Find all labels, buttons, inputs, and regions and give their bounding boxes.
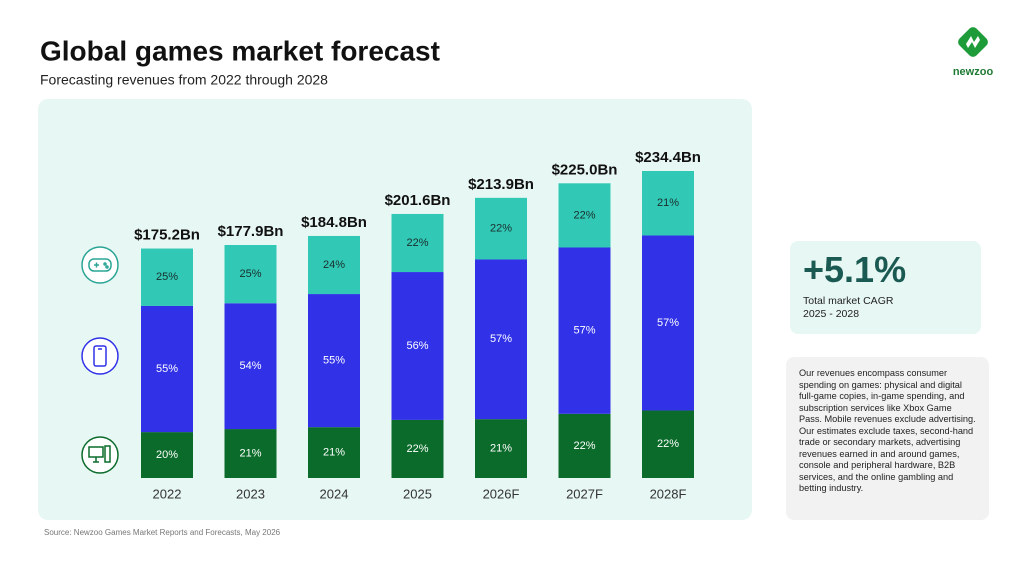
bar-segment xyxy=(642,235,694,411)
bar-segment xyxy=(141,305,193,433)
logo-text: newzoo xyxy=(953,66,994,78)
segment-label: 24% xyxy=(323,259,345,271)
bar-segment xyxy=(141,248,193,306)
segment-label: 57% xyxy=(490,333,512,345)
segment-label: 21% xyxy=(323,446,345,458)
total-label: $177.9Bn xyxy=(218,223,284,240)
total-label: $175.2Bn xyxy=(134,227,200,244)
bar-segment xyxy=(224,303,277,430)
bar-segment xyxy=(558,183,611,248)
segment-label: 22% xyxy=(573,440,595,452)
x-tick-label: 2027F xyxy=(566,486,603,501)
segment-label: 22% xyxy=(406,237,428,249)
segment-label: 21% xyxy=(490,442,512,454)
source: Source: Newzoo Games Market Reports and … xyxy=(44,528,281,537)
total-label: $184.8Bn xyxy=(301,214,367,231)
bar-segment xyxy=(558,413,611,478)
segment-label: 22% xyxy=(573,209,595,221)
x-tick-label: 2024 xyxy=(320,486,349,501)
x-tick-label: 2026F xyxy=(483,486,520,501)
segment-label: 20% xyxy=(156,449,178,461)
pc-icon xyxy=(81,436,119,474)
chart-subtitle: Forecasting revenues from 2022 through 2… xyxy=(40,72,328,88)
cagr-value: +5.1% xyxy=(803,249,907,290)
segment-label: 57% xyxy=(657,317,679,329)
chart-title: Global games market forecast xyxy=(40,35,440,66)
bar-segment xyxy=(308,427,360,478)
bar-segment xyxy=(475,419,527,478)
segment-label: 54% xyxy=(239,360,261,372)
cagr-period: 2025 - 2028 xyxy=(803,308,860,320)
segment-label: 56% xyxy=(406,340,428,352)
total-label: $213.9Bn xyxy=(468,176,534,193)
segment-label: 21% xyxy=(239,447,261,459)
total-label: $201.6Bn xyxy=(385,192,451,209)
bar-segment xyxy=(642,171,694,236)
bar-segment xyxy=(224,244,277,304)
segment-label: 21% xyxy=(657,197,679,209)
bar-segment xyxy=(308,235,360,295)
cagr-box: +5.1% Total market CAGR 2025 - 2028 xyxy=(790,241,981,334)
logo-icon xyxy=(958,27,988,57)
x-tick-label: 2025 xyxy=(403,486,432,501)
bar-segment xyxy=(475,197,527,260)
bar-segment xyxy=(475,259,527,420)
segment-label: 25% xyxy=(239,268,261,280)
note-box: Our revenues encompass consumer spending… xyxy=(786,357,989,520)
segment-label: 22% xyxy=(490,223,512,235)
mobile-icon xyxy=(81,337,119,375)
bar-segment xyxy=(642,410,694,478)
segment-label: 57% xyxy=(573,325,595,337)
segment-label: 22% xyxy=(657,438,679,450)
total-label: $225.0Bn xyxy=(552,161,618,178)
cagr-label: Total market CAGR xyxy=(803,295,894,307)
segment-label: 55% xyxy=(323,355,345,367)
total-label: $234.4Bn xyxy=(635,149,701,166)
bar-segment xyxy=(224,429,277,478)
note-text: Our revenues encompass consumer spending… xyxy=(799,368,976,493)
x-tick-label: 2023 xyxy=(236,486,265,501)
segment-label: 25% xyxy=(156,271,178,283)
bar-segment xyxy=(141,432,193,478)
segment-label: 55% xyxy=(156,363,178,375)
bar-segment xyxy=(558,247,611,414)
console-icon xyxy=(81,246,119,284)
x-tick-label: 2022 xyxy=(153,486,182,501)
bar-segment xyxy=(391,272,444,420)
bar-segment xyxy=(308,294,360,428)
segment-label: 22% xyxy=(406,443,428,455)
bar-segment xyxy=(391,419,444,478)
bar-segment xyxy=(391,213,444,273)
x-tick-label: 2028F xyxy=(650,486,687,501)
